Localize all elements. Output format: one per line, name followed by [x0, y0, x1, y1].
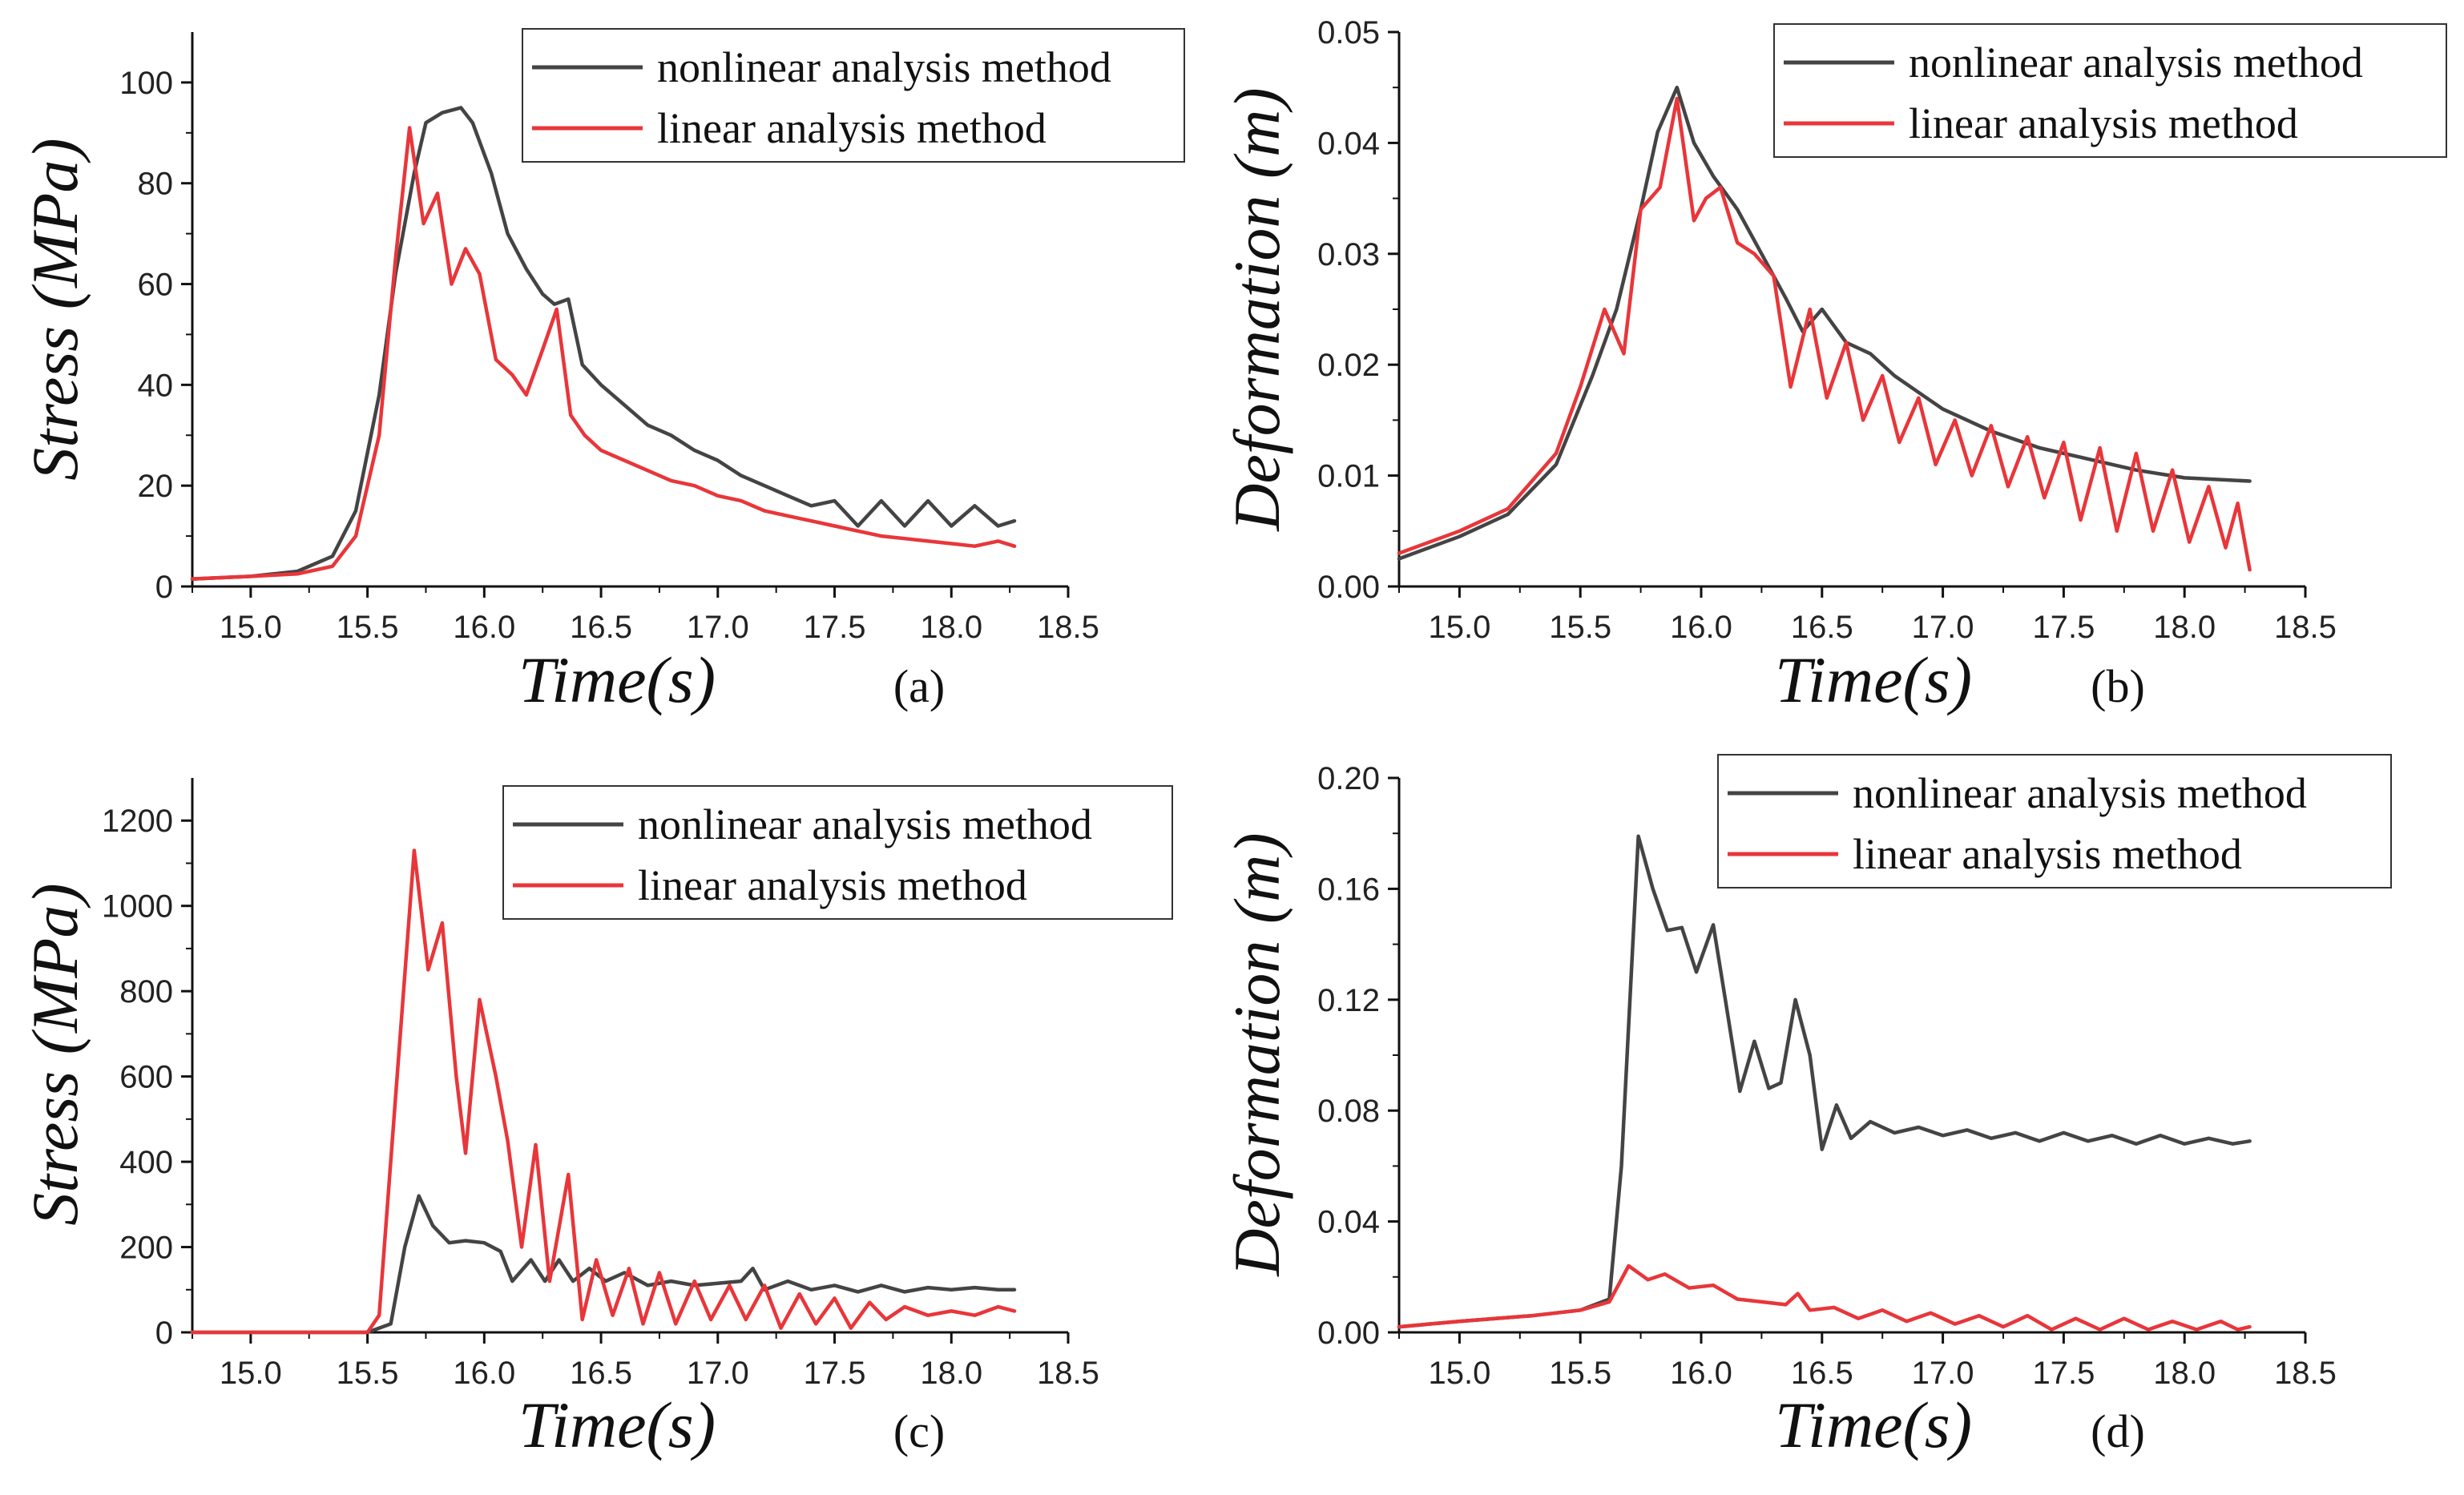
series-line-nonlinear	[1397, 834, 2252, 1329]
y-tick-label: 0	[155, 1316, 173, 1351]
x-tick-label: 15.0	[1428, 610, 1490, 645]
x-axis-title: Time(s)	[518, 643, 716, 716]
y-tick-label: 20	[138, 469, 174, 504]
x-tick-label: 15.0	[220, 610, 282, 645]
y-tick-label: 200	[119, 1231, 173, 1266]
legend-entry: nonlinear analysis method	[1909, 38, 2363, 87]
series-line-linear	[190, 126, 1017, 581]
chart-panel-b: 15.0 15.5 16.0 16.5 17.0 17.5 18.0 18.5 0.00 0.01…	[1220, 15, 2447, 716]
y-tick-label: 0.04	[1317, 1205, 1380, 1240]
legend-entry: nonlinear analysis method	[638, 800, 1092, 848]
x-tick-label: 17.0	[687, 1356, 749, 1391]
y-tick-label: 0.02	[1317, 348, 1380, 383]
y-tick-label: 0.01	[1317, 459, 1380, 494]
chart-panel-d: 15.0 15.5 16.0 16.5 17.0 17.5 18.0 18.5 0.00 0.04…	[1220, 754, 2392, 1461]
x-tick-label: 18.0	[2153, 1356, 2216, 1391]
legend-entry: nonlinear analysis method	[657, 43, 1111, 91]
y-tick-label: 0.04	[1317, 126, 1380, 161]
legend-entry: linear analysis method	[1909, 99, 2298, 147]
x-tick-label: 15.0	[220, 1356, 282, 1391]
y-tick-label: 0.16	[1317, 872, 1380, 907]
y-tick-label: 1000	[102, 889, 173, 925]
y-axis-title: Deformation (m)	[1220, 832, 1293, 1276]
legend-box	[1717, 754, 2392, 889]
series-line-linear	[1397, 96, 2252, 572]
legend-box	[502, 785, 1173, 920]
x-tick-label: 18.5	[1037, 1356, 1099, 1391]
x-tick-label: 16.0	[453, 610, 515, 645]
x-tick-label: 17.5	[2032, 610, 2095, 645]
x-tick-label: 17.5	[804, 1356, 866, 1391]
y-tick-label: 0.03	[1317, 237, 1380, 272]
x-axis-title: Time(s)	[1775, 1388, 1972, 1461]
x-tick-label: 16.0	[1670, 610, 1732, 645]
x-tick-label: 18.0	[920, 610, 982, 645]
x-tick-label: 16.5	[570, 1356, 632, 1391]
y-tick-label: 800	[119, 974, 173, 1009]
legend-entry: linear analysis method	[638, 861, 1027, 909]
y-axis-title: Deformation (m)	[1220, 87, 1293, 531]
y-tick-label: 80	[138, 167, 174, 202]
x-tick-label: 15.0	[1428, 1356, 1490, 1391]
y-tick-label: 100	[119, 66, 173, 101]
series-line-linear	[190, 848, 1017, 1335]
legend-box	[1773, 23, 2447, 158]
series-line-nonlinear	[1397, 85, 2252, 561]
x-tick-label: 15.5	[337, 610, 399, 645]
series-line-nonlinear	[190, 106, 1017, 581]
x-tick-label: 17.0	[1912, 610, 1974, 645]
y-tick-label: 1200	[102, 804, 173, 839]
x-tick-label: 17.0	[1912, 1356, 1974, 1391]
panel-label: (a)	[893, 660, 945, 712]
x-tick-label: 16.0	[453, 1356, 515, 1391]
legend-entry: nonlinear analysis method	[1853, 769, 2307, 817]
x-tick-label: 18.5	[1037, 610, 1099, 645]
x-tick-label: 17.5	[2032, 1356, 2095, 1391]
x-tick-label: 15.5	[1549, 610, 1611, 645]
chart-panel-c: 15.0 15.5 16.0 16.5 17.0 17.5 18.0 18.5 0 200 400 6…	[18, 778, 1173, 1461]
series-line-linear	[1397, 1263, 2252, 1332]
x-tick-label: 18.5	[2274, 1356, 2337, 1391]
legend-entry: linear analysis method	[657, 104, 1046, 152]
series-line-nonlinear	[190, 1194, 1017, 1335]
y-tick-label: 40	[138, 368, 174, 403]
x-tick-label: 15.5	[1549, 1356, 1611, 1391]
x-tick-label: 18.0	[920, 1356, 982, 1391]
y-tick-label: 0.20	[1317, 761, 1380, 796]
panel-label: (b)	[2091, 660, 2145, 712]
y-tick-label: 0.08	[1317, 1094, 1380, 1129]
legend-entry: linear analysis method	[1853, 830, 2242, 878]
x-tick-label: 18.5	[2274, 610, 2337, 645]
y-axis-title: Stress (MPa)	[18, 883, 91, 1225]
x-tick-label: 16.5	[1791, 1356, 1853, 1391]
x-tick-label: 17.0	[687, 610, 749, 645]
y-tick-label: 600	[119, 1060, 173, 1095]
y-tick-label: 0.12	[1317, 983, 1380, 1018]
y-tick-label: 0.00	[1317, 1316, 1380, 1351]
y-tick-label: 60	[138, 268, 174, 303]
legend-box	[522, 28, 1185, 163]
x-tick-label: 15.5	[337, 1356, 399, 1391]
panel-label: (d)	[2091, 1405, 2145, 1457]
y-tick-label: 0.05	[1317, 15, 1380, 50]
y-axis-title: Stress (MPa)	[18, 138, 91, 480]
x-tick-label: 18.0	[2153, 610, 2216, 645]
chart-panel-a: 15.0 15.5 16.0 16.5 17.0 17.5 18.0 18.5 0 20 40 60 8…	[18, 28, 1185, 716]
panel-label: (c)	[893, 1405, 945, 1457]
x-tick-label: 16.5	[1791, 610, 1853, 645]
y-tick-label: 400	[119, 1145, 173, 1180]
y-tick-label: 0.00	[1317, 570, 1380, 605]
x-axis-title: Time(s)	[518, 1388, 716, 1461]
x-axis-title: Time(s)	[1775, 643, 1972, 716]
x-tick-label: 16.0	[1670, 1356, 1732, 1391]
x-tick-label: 16.5	[570, 610, 632, 645]
y-tick-label: 0	[155, 570, 173, 605]
x-tick-label: 17.5	[804, 610, 866, 645]
